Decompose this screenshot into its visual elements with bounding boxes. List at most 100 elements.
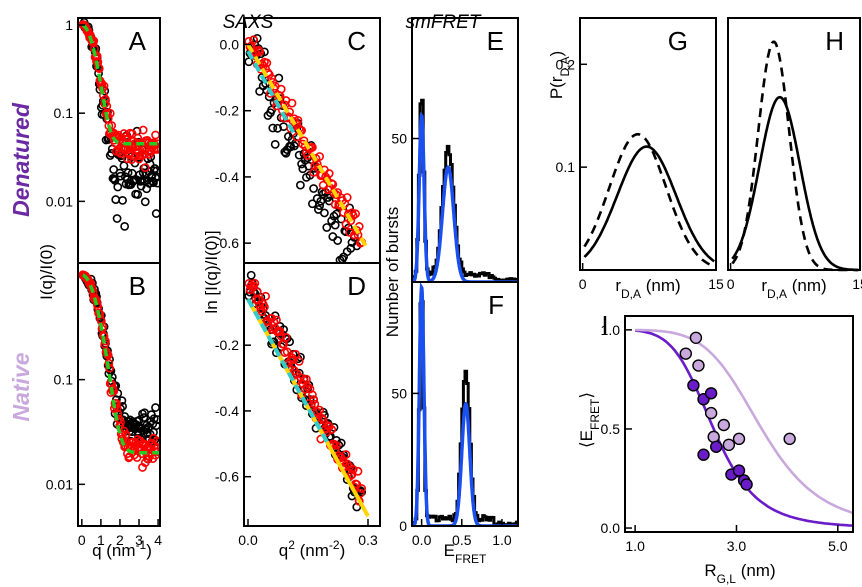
data-point-red	[300, 384, 310, 394]
data-point-black	[150, 164, 160, 173]
data-point-red	[94, 64, 104, 74]
data-point-red	[331, 440, 341, 450]
x-tick-label: 3.0	[727, 538, 747, 554]
data-point-black	[153, 178, 160, 188]
data-point-red	[310, 399, 320, 409]
plot-frame	[579, 17, 717, 271]
y-tick-label: -0.4	[215, 169, 239, 185]
data-point-black	[354, 301, 361, 308]
label-part: q	[279, 541, 288, 560]
y-tick-label: -0.6	[215, 235, 239, 251]
data-point-red	[125, 150, 134, 160]
label-part: E	[444, 541, 455, 560]
data-point-black	[319, 208, 329, 218]
label-part: R	[704, 561, 716, 580]
data-point-red	[105, 363, 114, 373]
data-point-red	[99, 81, 109, 91]
data-point-black	[246, 270, 256, 280]
label-part: ⟩	[577, 392, 596, 399]
plot-frame	[411, 281, 519, 527]
data-point-red	[324, 169, 334, 178]
x-tick-label: 1.0	[492, 532, 512, 548]
fit-line-yellow	[246, 43, 370, 251]
data-point-red	[253, 295, 263, 305]
y-tick-label: -0.6	[215, 469, 239, 485]
data-point-red	[357, 484, 366, 493]
subscript: D,A	[621, 287, 641, 301]
label-part: FRET	[455, 552, 487, 566]
data-point-black	[133, 190, 143, 199]
data-point-black	[116, 171, 125, 181]
data-point-red	[152, 436, 160, 446]
native-point	[689, 331, 703, 344]
panel-E: E 50	[391, 17, 519, 283]
saxs-title: SAXS	[223, 12, 274, 33]
native-point	[783, 432, 796, 446]
data-point-red	[351, 209, 360, 219]
y-tick-label: 0.0	[601, 520, 621, 536]
smfret-title: smFRET	[406, 12, 482, 33]
native-point	[717, 418, 730, 432]
y-axis-label-guinier: ln [I(q)/I(0)]	[202, 230, 221, 313]
panel-G: G 0.2 0.1 0 15 rD,A (nm)	[556, 17, 724, 301]
data-point-red	[250, 278, 260, 288]
label-part: )	[340, 541, 346, 560]
data-point-red	[275, 327, 285, 337]
panel-A: A 1 0.1 0.01	[46, 17, 161, 264]
subscript: D,A	[767, 287, 787, 301]
data-point-black	[113, 182, 123, 192]
data-point-black	[151, 403, 160, 412]
panel-F: F 50 0 0.0 0.5 1.0	[391, 281, 519, 548]
label-part: q (nm	[92, 541, 135, 560]
x-tick-label: 0.5	[452, 532, 472, 548]
data-point-red	[291, 349, 300, 359]
y-tick-label: 0.1	[54, 372, 74, 388]
native-point	[679, 347, 692, 360]
x-axis-label: rD,A (nm)	[761, 276, 826, 301]
x-tick-label: 0.0	[412, 532, 432, 548]
label-part: (nm)	[736, 561, 776, 580]
plot-frame	[624, 315, 854, 533]
solid-distribution-line	[731, 95, 859, 272]
x-tick-label: 4	[154, 532, 162, 548]
y-tick-label: 0.5	[601, 421, 621, 437]
data-point-red	[109, 386, 119, 396]
y-tick-label: 1.0	[601, 322, 621, 338]
data-point-black	[280, 147, 290, 157]
denatured-point	[687, 379, 700, 392]
x-tick-label: 0.0	[238, 532, 258, 548]
data-point-red	[253, 45, 263, 55]
y-tick-label: -0.4	[215, 403, 239, 419]
data-point-black	[139, 413, 149, 422]
x-axis-label: rD,A (nm)	[615, 276, 680, 301]
data-point-black	[357, 487, 366, 497]
data-point-black	[333, 236, 342, 245]
data-point-black	[123, 168, 133, 178]
x-tick-label: 0	[579, 276, 587, 292]
data-point-black	[244, 57, 254, 67]
x-axis-label-q: q (nm-1)	[92, 538, 152, 560]
data-point-red	[309, 395, 318, 405]
data-point-red	[138, 125, 148, 135]
y-tick-label: 0.01	[46, 193, 73, 209]
solid-distribution-line	[583, 145, 715, 263]
native-point	[732, 432, 746, 446]
forster-curve-light_purple	[635, 328, 854, 515]
fit-line-green	[82, 273, 159, 455]
panel-B: B 0.1 0.01 0 1 2 3 4	[46, 262, 162, 548]
y-tick-label: -0.2	[215, 103, 239, 119]
panel-letter-H: H	[825, 26, 844, 56]
data-point-red	[341, 450, 351, 459]
data-point-red	[330, 200, 340, 209]
y-axis-label-prob: P(rD,A)	[547, 51, 572, 99]
native-point	[722, 438, 736, 452]
data-point-black	[120, 221, 130, 231]
data-point-black	[151, 209, 160, 218]
x-tick-label: 1	[97, 532, 105, 548]
data-point-black	[295, 180, 305, 190]
data-point-black	[118, 195, 127, 205]
data-point-red	[249, 35, 258, 45]
data-point-black	[316, 196, 326, 206]
